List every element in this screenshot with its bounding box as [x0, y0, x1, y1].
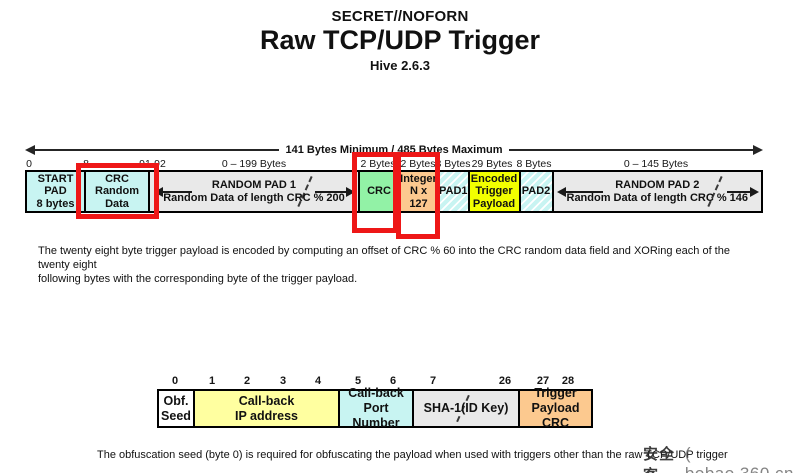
segment-callback-port: Call-back Port Number: [340, 386, 414, 430]
segment-encoded-trigger-payload: Encoded Trigger Payload: [469, 172, 521, 211]
arrow-line: [508, 149, 753, 151]
encoding-description-text: The twenty eight byte trigger payload is…: [38, 245, 730, 286]
version-subtitle: Hive 2.6.3: [370, 58, 430, 73]
tick-label: 2 Bytes: [360, 158, 396, 170]
tick-label: 28: [561, 375, 575, 387]
watermark-url-text: ( bobao.360.cn ): [684, 444, 794, 473]
tick-label: 6: [389, 375, 397, 387]
watermark-cn-text: 安全客: [643, 446, 676, 473]
tick-label: 3: [279, 375, 287, 387]
segment-random-pad-2: RANDOM PAD 2 Random Data of length CRC %…: [553, 172, 761, 211]
tick-label: 0 – 145 Bytes: [623, 158, 689, 170]
highlight-box-crc-random-data: [76, 163, 159, 219]
tick-label: 0: [171, 375, 179, 387]
arrow-line: [35, 149, 280, 151]
segment-pad1: PAD1: [439, 172, 470, 211]
tick-label: 1: [208, 375, 216, 387]
tick-label: 0 – 199 Bytes: [221, 158, 287, 170]
tick-label: 8 Bytes: [516, 158, 552, 170]
obfuscation-seed-text: The obfuscation seed (byte 0) is require…: [97, 449, 728, 461]
page-title: Raw TCP/UDP Trigger: [259, 25, 541, 55]
left-arrow-icon: [556, 186, 603, 197]
tick-label: 2: [243, 375, 251, 387]
payload-layout-diagram: 0 1 2 3 4 5 6 7 26 27 28 Obf. Seed Call-…: [157, 375, 593, 430]
segment-trigger-payload-crc: Trigger Payload CRC: [520, 386, 591, 430]
segment-obf-seed: Obf. Seed: [159, 391, 195, 426]
tick-label: 4: [314, 375, 322, 387]
tick-label: 8 Bytes: [435, 158, 471, 170]
highlight-box-crc: [352, 152, 398, 233]
tick-label: 27: [536, 375, 550, 387]
tick-label: 26: [498, 375, 512, 387]
tick-label: 2 Bytes: [400, 158, 436, 170]
total-length-arrow: 141 Bytes Minimum / 485 Bytes Maximum: [25, 143, 763, 157]
highlight-box-integer-n: [396, 152, 440, 239]
segment-random-pad-1: RANDOM PAD 1 Random Data of length CRC %…: [150, 172, 360, 211]
segment-sha1-id-key: SHA-1(ID Key): [414, 391, 520, 426]
segment-callback-ip: Call-back IP address: [195, 391, 340, 426]
segment-integer-n: Integer N x 127: [400, 172, 439, 211]
tick-label: 5: [354, 375, 362, 387]
total-length-label: 141 Bytes Minimum / 485 Bytes Maximum: [285, 144, 503, 156]
watermark: 安全客 ( bobao.360.cn ): [643, 443, 800, 473]
tick-label: 0: [26, 158, 32, 170]
arrowhead-right-icon: [753, 145, 763, 155]
arrowhead-left-icon: [25, 145, 35, 155]
classification-banner: SECRET//NOFORN: [331, 8, 469, 25]
segment-pad2: PAD2: [520, 172, 554, 211]
right-arrow-icon: [315, 186, 355, 197]
tick-label: 29 Bytes: [471, 158, 513, 170]
right-arrow-icon: [727, 186, 759, 197]
tick-label: 92: [154, 158, 166, 170]
tick-label: 7: [429, 375, 437, 387]
segment-crc-random-data: CRC Random Data: [86, 172, 150, 211]
payload-bar: Obf. Seed Call-back IP address Call-back…: [157, 386, 593, 430]
